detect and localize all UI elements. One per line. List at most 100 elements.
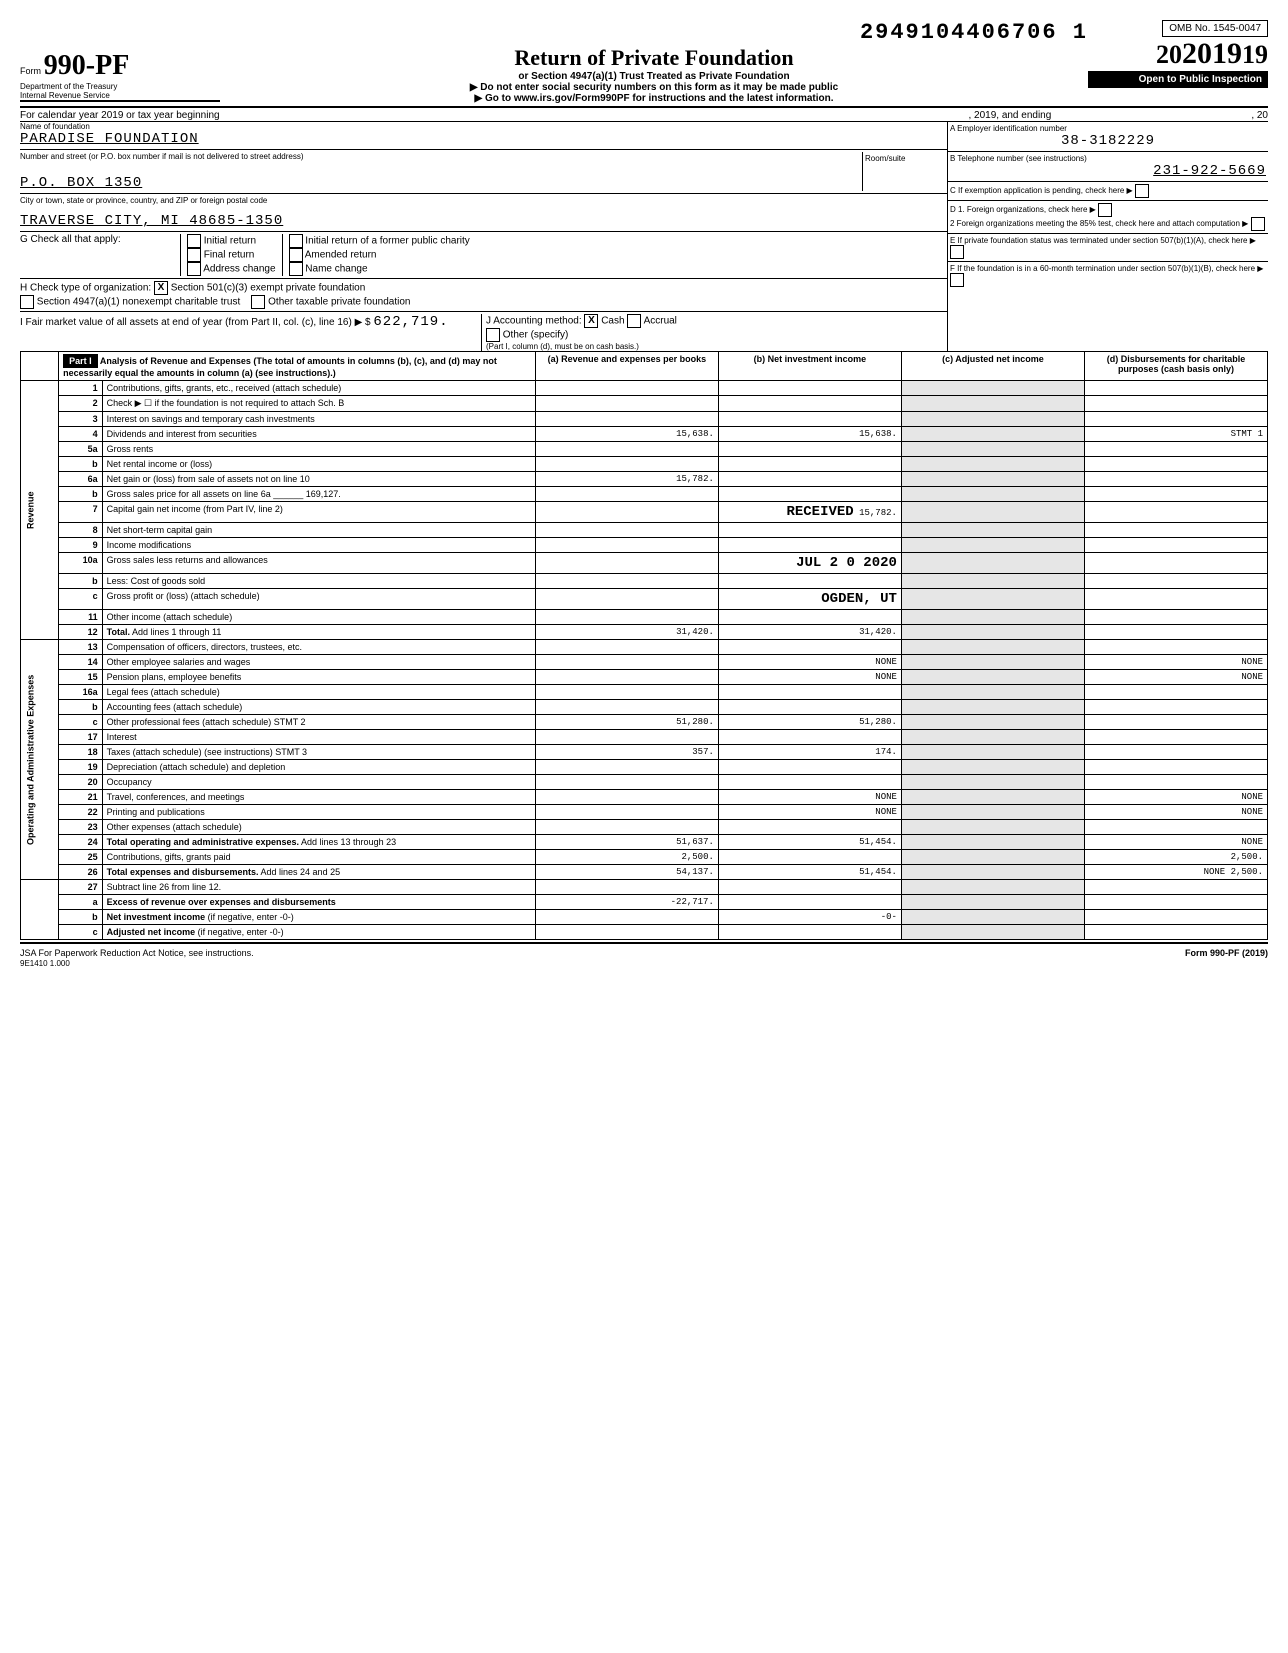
line-row: b Net investment income (if negative, en… [21,910,1268,925]
col-a-value [535,880,718,895]
col-c-value [901,925,1084,940]
col-b-header: (b) Net investment income [718,352,901,381]
g-label: G Check all that apply: [20,234,180,276]
checkbox-c[interactable] [1135,184,1149,198]
checkbox-d2[interactable] [1251,217,1265,231]
checkbox-501c3[interactable]: X [154,281,168,295]
line-desc: Interest [102,730,535,745]
line-desc: Depreciation (attach schedule) and deple… [102,760,535,775]
line-row: 5a Gross rents [21,442,1268,457]
paperwork-notice: JSA For Paperwork Reduction Act Notice, … [20,948,254,958]
line-row: 24 Total operating and administrative ex… [21,835,1268,850]
col-d-value [1084,895,1267,910]
foundation-name: PARADISE FOUNDATION [20,131,947,147]
public-inspection-badge: Open to Public Inspection [1088,71,1268,88]
calendar-mid: , 2019, and ending [968,110,1051,121]
line-desc: Occupancy [102,775,535,790]
line-desc: Total expenses and disbursements. Add li… [102,865,535,880]
i-label: I Fair market value of all assets at end… [20,317,371,328]
line-number: 27 [59,880,102,895]
checkbox-f[interactable] [950,273,964,287]
subtitle-3: ▶ Go to www.irs.gov/Form990PF for instru… [220,93,1088,104]
line-row: 18 Taxes (attach schedule) (see instruct… [21,745,1268,760]
line-number: 15 [59,670,102,685]
col-c-value [901,396,1084,412]
col-b-value: NONE [718,655,901,670]
col-a-value [535,790,718,805]
line-row: b Gross sales price for all assets on li… [21,487,1268,502]
line-desc: Compensation of officers, directors, tru… [102,640,535,655]
checkbox-other-method[interactable] [486,328,500,342]
col-d-value [1084,442,1267,457]
line-row: c Gross profit or (loss) (attach schedul… [21,589,1268,610]
line-desc: Subtract line 26 from line 12. [102,880,535,895]
checkbox-4947a1[interactable] [20,295,34,309]
col-b-value [718,457,901,472]
line-number: 10a [59,553,102,574]
col-b-value [718,523,901,538]
j-note: (Part I, column (d), must be on cash bas… [486,342,947,351]
col-a-value [535,396,718,412]
col-c-value [901,670,1084,685]
checkbox-former-charity[interactable] [289,234,303,248]
col-d-value [1084,715,1267,730]
col-c-value [901,760,1084,775]
section-g: G Check all that apply: Initial return F… [20,234,947,276]
line-number: 6a [59,472,102,487]
col-c-value [901,589,1084,610]
checkbox-initial-return[interactable] [187,234,201,248]
col-d-value [1084,685,1267,700]
line-number: 4 [59,427,102,442]
checkbox-final-return[interactable] [187,248,201,262]
line-desc: Accounting fees (attach schedule) [102,700,535,715]
col-c-value [901,775,1084,790]
col-d-value [1084,553,1267,574]
e-label: E If private foundation status was termi… [950,236,1247,245]
col-d-value [1084,820,1267,835]
subtitle-2: ▶ Do not enter social security numbers o… [220,82,1088,93]
section-i: I Fair market value of all assets at end… [20,314,482,351]
line-number: 18 [59,745,102,760]
line-number: 23 [59,820,102,835]
col-d-value [1084,523,1267,538]
checkbox-address-change[interactable] [187,262,201,276]
checkbox-cash[interactable]: X [584,314,598,328]
line-number: 8 [59,523,102,538]
line-row: b Less: Cost of goods sold [21,574,1268,589]
line-desc: Legal fees (attach schedule) [102,685,535,700]
d2-label: 2 Foreign organizations meeting the 85% … [950,219,1240,228]
col-d-value [1084,880,1267,895]
col-c-value [901,910,1084,925]
checkbox-e[interactable] [950,245,964,259]
col-b-value [718,472,901,487]
col-a-value [535,553,718,574]
line-desc: Less: Cost of goods sold [102,574,535,589]
col-b-value: NONE [718,670,901,685]
line-number: 24 [59,835,102,850]
line-row: Operating and Administrative Expenses 13… [21,640,1268,655]
line-number: b [59,910,102,925]
line-row: 4 Dividends and interest from securities… [21,427,1268,442]
col-b-value [718,895,901,910]
line-row: 2 Check ▶ ☐ if the foundation is not req… [21,396,1268,412]
col-c-value [901,655,1084,670]
checkbox-accrual[interactable] [627,314,641,328]
checkbox-name-change[interactable] [289,262,303,276]
line-desc: Travel, conferences, and meetings [102,790,535,805]
line-desc: Gross sales price for all assets on line… [102,487,535,502]
subtitle-1: or Section 4947(a)(1) Trust Treated as P… [220,71,1088,82]
col-a-value [535,805,718,820]
city-state-zip: TRAVERSE CITY, MI 48685-1350 [20,213,947,229]
col-d-value: NONE [1084,835,1267,850]
checkbox-amended[interactable] [289,248,303,262]
col-b-value [718,775,901,790]
street-address: P.O. BOX 1350 [20,175,862,191]
line-desc: Net short-term capital gain [102,523,535,538]
checkbox-other-taxable[interactable] [251,295,265,309]
calendar-begin: For calendar year 2019 or tax year begin… [20,110,220,121]
col-c-value [901,790,1084,805]
col-d-value: NONE [1084,790,1267,805]
phone-value: 231-922-5669 [950,163,1266,179]
phone-label: B Telephone number (see instructions) [950,154,1266,163]
checkbox-d1[interactable] [1098,203,1112,217]
